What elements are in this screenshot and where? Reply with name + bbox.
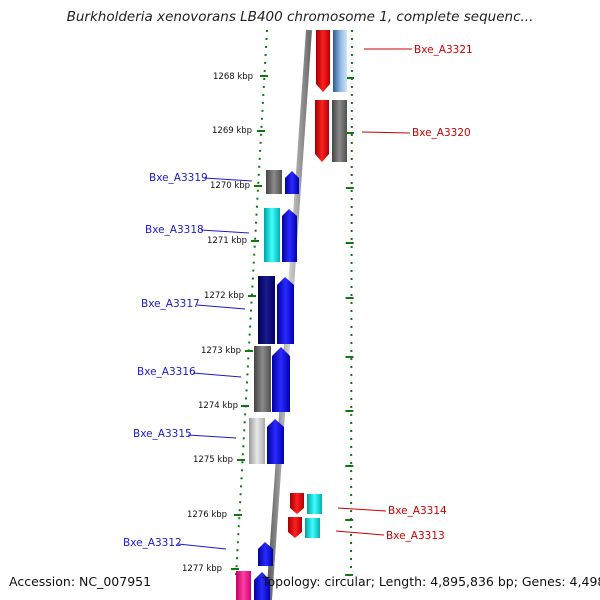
axis-ticks xyxy=(231,75,354,576)
gene-arrow-reverse[interactable] xyxy=(254,572,270,600)
gene-label[interactable]: Bxe_A3315 xyxy=(133,428,192,440)
axis-tick-labels: 1268 kbp 1269 kbp 1270 kbp 1271 kbp 1272 kbp… xyxy=(182,72,253,574)
gene-arrow-reverse[interactable] xyxy=(282,209,297,262)
gene-arrow-reverse[interactable] xyxy=(277,277,294,344)
gene-features xyxy=(236,30,347,600)
topology-summary: Topology: circular; Length: 4,895,836 bp… xyxy=(262,574,600,589)
gene-label[interactable]: Bxe_A3316 xyxy=(137,366,196,378)
gene-homolog-block[interactable] xyxy=(264,208,280,262)
right-guide-line xyxy=(350,29,353,576)
gene-homolog-block[interactable] xyxy=(236,571,251,600)
gene-label[interactable]: Bxe_A3321 xyxy=(414,44,473,56)
gene-label[interactable]: Bxe_A3319 xyxy=(149,172,208,184)
gene-arrow-forward[interactable] xyxy=(290,493,304,514)
kbp-tick-label: 1268 kbp xyxy=(213,72,253,82)
kbp-tick-label: 1272 kbp xyxy=(204,291,244,301)
accession-text: Accession: NC_007951 xyxy=(9,574,152,589)
gene-label[interactable]: Bxe_A3320 xyxy=(412,127,471,139)
gene-labels-right: Bxe_A3321 Bxe_A3320 Bxe_A3314 Bxe_A3313 xyxy=(335,44,473,542)
gene-labels-left: Bxe_A3319 Bxe_A3318 Bxe_A3317 Bxe_A3316 … xyxy=(123,172,253,550)
gene-homolog-block[interactable] xyxy=(332,100,347,162)
gene-homolog-block[interactable] xyxy=(305,518,320,538)
gene-arrow-reverse[interactable] xyxy=(258,542,273,566)
kbp-tick-label: 1269 kbp xyxy=(212,126,252,136)
gene-label[interactable]: Bxe_A3314 xyxy=(388,505,447,517)
gene-label[interactable]: Bxe_A3312 xyxy=(123,537,182,549)
gene-arrow-forward[interactable] xyxy=(288,517,302,538)
gene-label[interactable]: Bxe_A3313 xyxy=(386,530,445,542)
gene-arrow-forward[interactable] xyxy=(315,100,329,162)
kbp-tick-label: 1276 kbp xyxy=(187,510,227,520)
gene-arrow-reverse[interactable] xyxy=(285,171,299,194)
gene-label[interactable]: Bxe_A3318 xyxy=(145,224,204,236)
gene-homolog-block[interactable] xyxy=(258,276,275,344)
gene-homolog-block[interactable] xyxy=(266,170,282,194)
kbp-tick-label: 1277 kbp xyxy=(182,564,222,574)
kbp-tick-label: 1271 kbp xyxy=(207,236,247,246)
gene-homolog-block[interactable] xyxy=(254,346,271,412)
gene-arrow-reverse[interactable] xyxy=(267,419,284,464)
gene-arrow-reverse[interactable] xyxy=(272,347,290,412)
kbp-tick-label: 1275 kbp xyxy=(193,455,233,465)
gene-homolog-block[interactable] xyxy=(333,30,347,92)
gene-label[interactable]: Bxe_A3317 xyxy=(141,298,200,310)
kbp-tick-label: 1273 kbp xyxy=(201,346,241,356)
gene-homolog-block[interactable] xyxy=(249,418,265,464)
gene-homolog-block[interactable] xyxy=(307,494,322,514)
left-guide-line xyxy=(235,29,268,576)
kbp-tick-label: 1270 kbp xyxy=(210,181,250,191)
gene-arrow-forward[interactable] xyxy=(316,30,330,92)
map-title: Burkholderia xenovorans LB400 chromosome… xyxy=(66,9,534,25)
kbp-tick-label: 1274 kbp xyxy=(198,401,238,411)
